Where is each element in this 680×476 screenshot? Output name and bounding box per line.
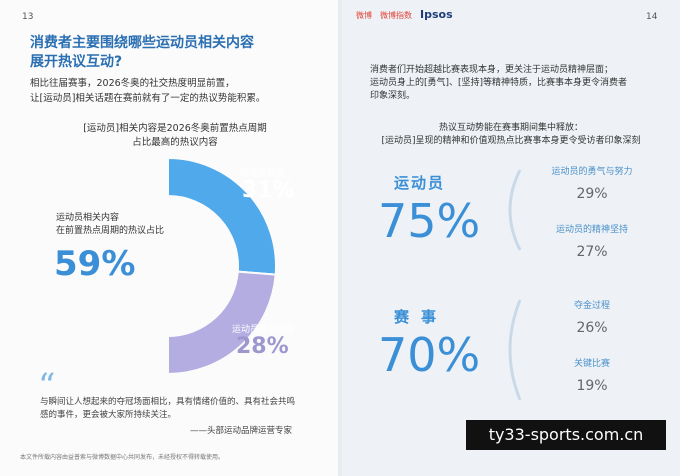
item-value: 19% <box>576 378 608 394</box>
intro-line: 运动员身上的[勇气]、[坚持]等精神特质，比赛事本身更令消费者 <box>370 78 628 88</box>
group-name: 赛事 <box>394 308 449 326</box>
quote-line: 感的事件，更会被大家所持续关注。 <box>40 410 177 420</box>
divider <box>508 169 522 251</box>
watermark: ty33-sports.com.cn <box>466 420 666 450</box>
chart-title-line: 热议互动势能在赛事期间集中释放： <box>438 123 583 133</box>
donut-chart <box>167 156 277 376</box>
quote-mark: “ <box>38 366 56 406</box>
group-value: 75% <box>378 194 481 248</box>
center-value: 59% <box>54 244 136 284</box>
chart-title: 热议互动势能在赛事期间集中释放： [运动员]呈现的精神和价值观热点比赛事本身更令… <box>352 122 670 148</box>
item-name: 运动员的勇气与努力 <box>551 167 633 177</box>
logo: 微博指数 <box>380 11 412 20</box>
left-page: 13 消费者主要围绕哪些运动员相关内容 展开热议互动? 相比往届赛事，2026冬… <box>0 0 338 476</box>
chart-title-line: 占比最高的热议内容 <box>132 137 218 148</box>
caption-line: 运动员相关内容 <box>56 213 120 223</box>
title-line: 展开热议互动? <box>30 54 123 70</box>
segment-value: 31% <box>242 178 295 203</box>
logos: 微博 微博指数 Ipsos <box>356 8 453 21</box>
item-name: 运动员的精神坚持 <box>555 225 628 235</box>
intro-line: 让[运动员]相关话题在赛前就有了一定的热议势能积累。 <box>30 93 266 104</box>
item-value: 29% <box>576 186 608 202</box>
intro-line: 印象深刻。 <box>370 91 416 101</box>
item-value: 26% <box>576 320 608 336</box>
attribution: ——头部运动品牌运营专家 <box>190 426 293 436</box>
quote: 与瞬间让人想起来的夺冠场面相比，具有情绪价值的、具有社会共鸣 感的事件，更会被大… <box>40 396 295 422</box>
right-page: 微博 微博指数 Ipsos 14 消费者们开始超越比赛表现本身，更关注于运动员精… <box>342 0 680 476</box>
decor <box>508 169 522 401</box>
logo: Ipsos <box>420 8 453 21</box>
segment-value: 28% <box>236 334 289 359</box>
group-value: 70% <box>378 328 481 382</box>
page-number: 13 <box>22 12 34 22</box>
caption-line: 在前置热点周期的热议占比 <box>56 226 165 236</box>
title: 消费者主要围绕哪些运动员相关内容 展开热议互动? <box>30 34 254 72</box>
segment-name: 运动员精神 <box>240 169 286 179</box>
group-name: 运动员 <box>394 174 446 192</box>
segment-name: 运动员赛前过程 <box>232 325 296 335</box>
item-name: 关键比赛 <box>573 359 610 369</box>
center-caption: 运动员相关内容 在前置热点周期的热议占比 <box>56 212 164 238</box>
intro: 消费者们开始超越比赛表现本身，更关注于运动员精神层面； 运动员身上的[勇气]、[… <box>370 64 627 103</box>
item-value: 27% <box>576 244 608 260</box>
intro-line: 消费者们开始超越比赛表现本身，更关注于运动员精神层面； <box>370 65 614 75</box>
quote-line: 与瞬间让人想起来的夺冠场面相比，具有情绪价值的、具有社会共鸣 <box>40 397 296 407</box>
item-name: 夺金过程 <box>573 301 610 311</box>
logo: 微博 <box>356 11 372 20</box>
donut-segment <box>167 270 277 376</box>
title-line: 消费者主要围绕哪些运动员相关内容 <box>30 35 254 51</box>
intro-line: 相比往届赛事，2026冬奥的社交热度明显前置， <box>30 78 235 89</box>
page-number: 14 <box>646 12 658 22</box>
divider <box>508 299 522 401</box>
footer: 本文件所载内容由益普索与微博数据中心共同发布，未经授权不得转载使用。 <box>20 454 225 461</box>
intro: 相比往届赛事，2026冬奥的社交热度明显前置， 让[运动员]相关话题在赛前就有了… <box>30 76 265 106</box>
chart-title: [运动员]相关内容是2026冬奥前置热点周期 占比最高的热议内容 <box>40 122 310 150</box>
chart-title-line: [运动员]相关内容是2026冬奥前置热点周期 <box>83 123 267 134</box>
chart-title-line: [运动员]呈现的精神和价值观热点比赛事本身更令受访者印象深刻 <box>381 136 641 146</box>
